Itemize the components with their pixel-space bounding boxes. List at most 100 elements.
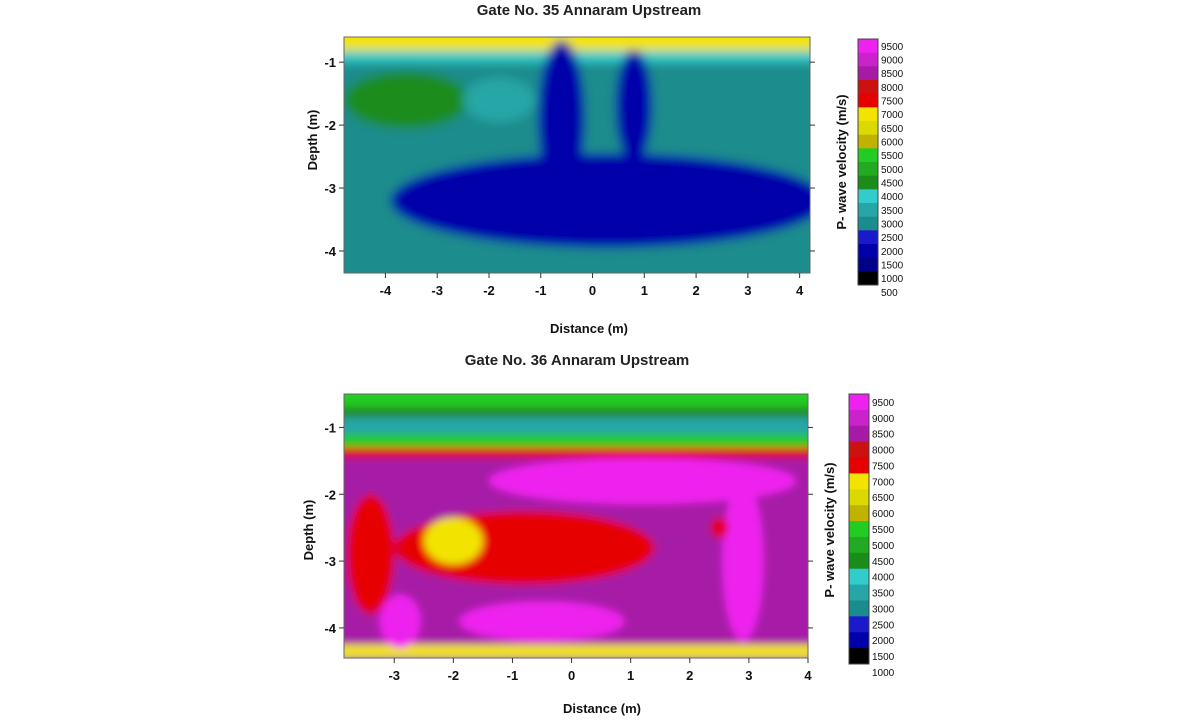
colorbar-segment (858, 271, 878, 286)
colorbar-tick-label: 3500 (872, 589, 895, 600)
colorbar-tick-label: 2500 (872, 620, 895, 631)
x-tick-label: 2 (686, 668, 693, 683)
velocity-anomaly (346, 494, 395, 615)
colorbar-tick-label: 5000 (881, 165, 904, 176)
y-tick-label: -1 (324, 55, 336, 70)
x-tick-label: 1 (641, 283, 648, 298)
colorbar-tick-label: 2000 (881, 247, 904, 258)
colorbar-segment (849, 616, 869, 633)
colorbar: 9500 9000 8500 8000 7500 7000 6500 6000 5500 5000… (857, 38, 904, 299)
colorbar-tick-label: 6500 (881, 124, 904, 135)
x-tick-label: 4 (796, 283, 804, 298)
x-tick-label: 0 (589, 283, 596, 298)
velocity-anomaly (551, 125, 583, 201)
colorbar-segment (858, 244, 878, 259)
chart-gate-36: Gate No. 36 Annaram Upstream -3 -2 -1 0 1 2 3 4… (301, 352, 895, 716)
velocity-anomaly (710, 517, 729, 538)
velocity-field (344, 394, 808, 658)
x-tick-label: 1 (627, 668, 634, 683)
colorbar-segment (849, 473, 869, 490)
colorbar-tick-label: 7500 (872, 461, 895, 472)
colorbar-tick-label: 2500 (881, 233, 904, 244)
colorbar-segment (858, 257, 878, 272)
colorbar-tick-label: 3000 (881, 220, 904, 231)
x-tick-label: 4 (804, 668, 812, 683)
velocity-anomaly (390, 153, 810, 248)
velocity-anomaly (379, 594, 421, 648)
velocity-band (344, 644, 808, 658)
colorbar-tick-label: 500 (881, 288, 898, 299)
velocity-band (344, 37, 810, 51)
x-tick-label: -1 (507, 668, 519, 683)
velocity-anomaly (615, 49, 653, 163)
colorbar-segment (858, 107, 878, 122)
colorbar: 9500 9000 8500 8000 7500 7000 6500 6000 5500 5000… (848, 393, 895, 679)
y-tick-label: -4 (324, 244, 336, 259)
colorbar-segment (849, 552, 869, 570)
y-axis-label: Depth (m) (301, 500, 316, 561)
x-tick-label: -3 (388, 668, 400, 683)
colorbar-segment (858, 189, 878, 204)
velocity-anomaly (459, 601, 625, 642)
velocity-anomaly (463, 77, 536, 122)
colorbar-tick-label: 8000 (872, 446, 895, 457)
colorbar-tick-label: 4000 (872, 573, 895, 584)
colorbar-segment (858, 134, 878, 149)
colorbar-segment (849, 441, 869, 459)
velocity-band (344, 50, 810, 63)
colorbar-segment (858, 230, 878, 245)
y-tick-label: -1 (324, 420, 336, 435)
y-tick-label: -3 (324, 181, 336, 196)
colorbar-tick-label: 4500 (872, 557, 895, 568)
colorbar-tick-label: 1000 (872, 668, 895, 679)
colorbar-segment (849, 568, 869, 586)
y-tick-label: -2 (324, 118, 336, 133)
x-tick-label: -2 (448, 668, 460, 683)
velocity-band (344, 447, 808, 458)
velocity-anomaly (423, 517, 483, 565)
colorbar-tick-label: 8500 (872, 430, 895, 441)
x-tick-label: -4 (380, 283, 392, 298)
colorbar-label: P- wave velocity (m/s) (822, 462, 837, 597)
colorbar-segment (858, 121, 878, 136)
colorbar-segment (849, 425, 869, 443)
x-axis-label: Distance (m) (563, 701, 641, 716)
x-tick-label: 3 (745, 668, 752, 683)
colorbar-tick-label: 5500 (872, 525, 895, 536)
colorbar-tick-label: 5500 (881, 151, 904, 162)
colorbar-segment (849, 584, 869, 601)
colorbar-segment (858, 203, 878, 218)
x-tick-label: 0 (568, 668, 575, 683)
colorbar-tick-label: 3000 (872, 604, 895, 615)
x-tick-label: 3 (744, 283, 751, 298)
colorbar-tick-label: 1500 (881, 261, 904, 272)
velocity-band (344, 394, 808, 408)
velocity-band (344, 417, 808, 435)
colorbar-segment (858, 80, 878, 95)
colorbar-tick-label: 1000 (881, 274, 904, 285)
colorbar-segment (858, 52, 878, 67)
colorbar-tick-label: 7000 (872, 477, 895, 488)
colorbar-segment (849, 394, 869, 411)
colorbar-segment (849, 632, 869, 649)
colorbar-frame (848, 393, 870, 665)
y-axis-label: Depth (m) (305, 110, 320, 171)
velocity-anomaly (488, 457, 797, 505)
y-tick-label: -3 (324, 554, 336, 569)
colorbar-segment (849, 536, 869, 554)
colorbar-tick-label: 9500 (872, 398, 895, 409)
colorbar-segment (849, 521, 869, 538)
colorbar-tick-label: 7500 (881, 97, 904, 108)
colorbar-segment (858, 162, 878, 177)
plot-frame (343, 36, 811, 274)
colorbar-tick-label: 4000 (881, 192, 904, 203)
velocity-anomaly (711, 65, 805, 122)
colorbar-segment (858, 39, 878, 54)
colorbar-tick-label: 8500 (881, 69, 904, 80)
colorbar-frame (857, 38, 879, 286)
colorbar-segment (849, 648, 869, 665)
colorbar-segment (858, 66, 878, 81)
colorbar-segment (849, 505, 869, 522)
x-tick-label: -2 (483, 283, 495, 298)
